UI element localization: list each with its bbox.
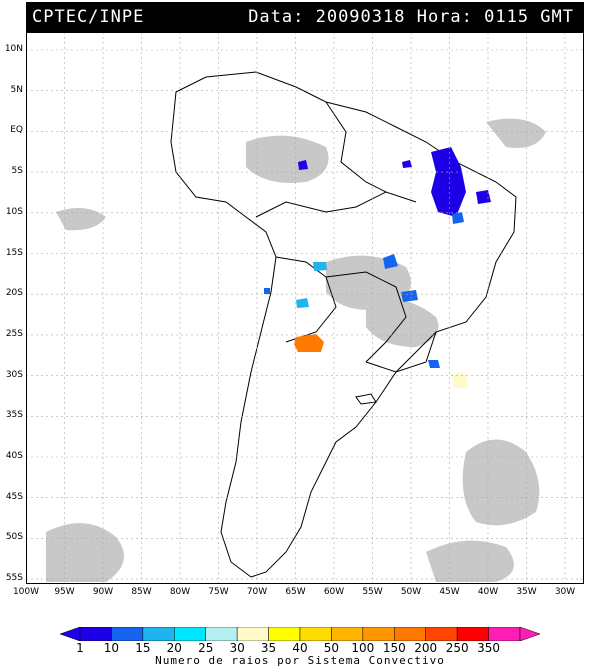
colorbar-tick-label: 50 [323,641,340,655]
cloud-cover [46,118,546,582]
country-border-5 [325,101,387,193]
colorbar-segment [331,627,364,641]
country-border-3 [325,271,407,363]
cloud-southeast [366,299,439,347]
colorbar-min-arrow [60,627,81,641]
cloud-south-pacific [46,523,124,582]
coastline-borders [170,71,517,578]
lat-label: 10S [5,206,23,217]
lat-label: 25S [5,328,23,339]
colorbar-tick-label: 25 [198,641,214,655]
colorbar [60,627,540,641]
colorbar-segment [488,627,521,641]
colorbar-labels: 1 10 15 20 25 30 35 40 50 100 150 200 250 350 [0,641,600,655]
storm-north-small [402,160,412,168]
source-label: CPTEC/INPE [32,7,145,27]
lat-label: 10N [4,44,23,54]
country-border-2 [275,256,337,343]
lat-label: 5N [10,84,23,95]
lat-label: 55S [5,573,23,584]
colorbar-segment [425,627,458,641]
lat-label: 45S [5,491,23,502]
colorbar-title: Numero de raios por Sistema Convectivo [155,654,445,667]
lightning-map [26,32,584,584]
storm-ne-brazil [431,147,466,217]
colorbar-segment [111,627,144,641]
storm-paraguay-west [296,298,309,308]
lat-label: 40S [5,451,23,461]
colorbar-tick-label: 1 [76,641,84,655]
storm-southeast [401,290,418,302]
colorbar-segment [268,627,301,641]
lon-label: 90W [92,587,114,597]
lon-label: 45W [439,587,460,597]
storm-atlantic-yellow [452,372,468,388]
cloud-west-atlantic [56,208,106,231]
lon-label: 65W [285,587,306,597]
storm-argentina [294,334,324,352]
colorbar-tick-label: 15 [135,641,151,655]
grid [26,32,584,584]
country-border-1 [255,191,417,218]
colorbar-max-arrow [519,627,540,641]
lon-label: 95W [54,587,75,597]
lon-label: 55W [362,587,383,597]
colorbar-tick-label: 100 [351,641,375,655]
lon-label: 50W [400,587,422,597]
colorbar-tick-label: 20 [166,641,182,655]
lat-label: 15S [5,247,23,258]
cloud-amazon [246,135,329,183]
storm-ne-coast [476,190,491,204]
lon-label: 100W [12,587,40,597]
colorbar-segment [79,627,112,641]
lat-label: 35S [5,410,23,421]
colorbar-tick-label: 30 [229,641,245,655]
colorbar-segment [456,627,489,641]
storm-central-east [452,212,464,224]
colorbar-segment [142,627,175,641]
colorbar-segment [174,627,206,641]
lon-label: 75W [208,587,229,597]
cloud-brazil-central [326,255,411,310]
cloud-south-atlantic [462,439,540,526]
lat-label: EQ [10,125,23,136]
colorbar-tick-label: 350 [477,641,501,655]
cloud-ne-coast [486,118,546,148]
lat-label: 5S [11,166,23,177]
colorbar-tick-label: 250 [445,641,469,655]
map-frame [26,32,584,584]
lon-label: 60W [323,587,345,597]
lon-label: 70W [246,587,268,597]
convective-systems [264,147,491,388]
lon-label: 30W [554,587,576,597]
colorbar-tick-label: 40 [292,641,308,655]
storm-bolivia [313,262,327,271]
colorbar-tick-label: 35 [260,641,277,655]
lon-label: 85W [131,587,152,597]
colorbar-segment [205,627,238,641]
lat-label: 20S [5,288,23,299]
colorbar-segment [394,627,426,641]
storm-chile-north [264,288,270,294]
map-header: CPTEC/INPE Data: 20090318 Hora: 0115 GMT [26,2,584,32]
lon-label: 40W [477,587,499,597]
colorbar-tick-label: 10 [103,641,120,655]
storm-south-coast [428,360,440,368]
colorbar-segment [236,627,269,641]
colorbar-tick-label: 200 [414,641,438,655]
lon-label: 80W [169,587,191,597]
falkland-islands [355,393,377,405]
storm-amazon [298,160,308,170]
datetime-label: Data: 20090318 Hora: 0115 GMT [248,7,574,27]
storm-brazil-central [383,254,398,269]
colorbar-tick-label: 150 [382,641,406,655]
cloud-atlantic-far-south [426,540,514,582]
colorbar-segment [299,627,332,641]
lon-label: 35W [516,587,537,597]
lat-label: 30S [5,369,23,380]
lat-label: 50S [5,532,23,543]
colorbar-segment [362,627,395,641]
